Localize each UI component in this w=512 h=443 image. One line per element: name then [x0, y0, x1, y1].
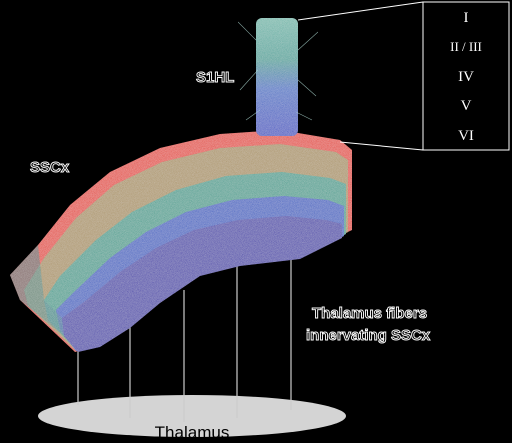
layer-label-IV: IV [458, 69, 474, 85]
cortex-slab [10, 130, 352, 352]
thalamus-ellipse [38, 395, 346, 437]
layer-label-I: I [464, 10, 469, 26]
layer-VI-band [62, 216, 342, 352]
thalamus-fibers-label-line1: Thalamus fibers [312, 305, 427, 322]
layer-legend-box [422, 1, 510, 151]
slab-cut-face [10, 245, 64, 336]
layer-label-II-III: II / III [450, 39, 482, 54]
ssc-label: SSCx [30, 159, 70, 176]
layer-legend: I II / III IV V VI [297, 1, 510, 151]
thalamus-fibers-label-line2: innervating SSCx [306, 327, 431, 344]
s1hl-label: S1HL [196, 69, 234, 86]
layer-label-VI: VI [458, 128, 474, 144]
thalamus-fibers [77, 255, 292, 422]
s1hl-column [237, 18, 319, 136]
s1hl-column-body [256, 18, 298, 136]
thalamus-label: Thalamus [155, 423, 230, 442]
layer-label-V: V [461, 98, 472, 114]
legend-connector-bottom [339, 141, 424, 151]
legend-connector-top [297, 1, 424, 21]
